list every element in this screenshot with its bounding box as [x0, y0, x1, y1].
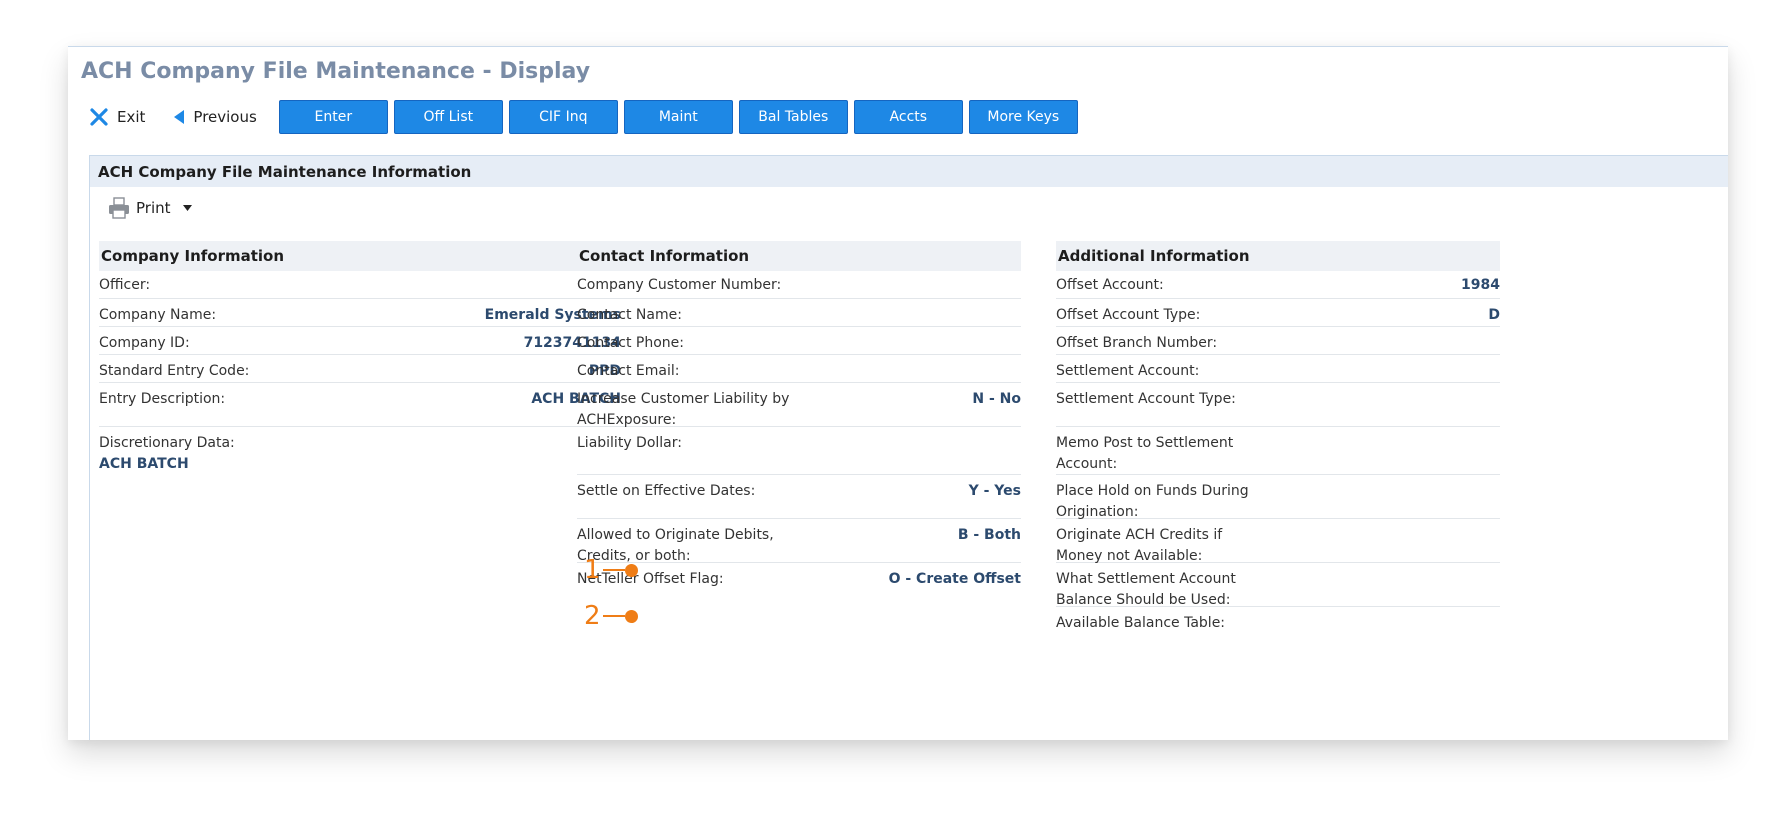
field-value: ACH BATCH: [531, 391, 621, 407]
contact-name-row: Contact Name:: [577, 299, 1021, 327]
settlement-balance-row: What Settlement Account Balance Should b…: [1056, 563, 1500, 608]
field-label: Memo Post to Settlement Account:: [1056, 435, 1234, 472]
maint-button[interactable]: Maint: [623, 100, 733, 134]
additional-info-section: Additional Information Offset Account: 1…: [1056, 241, 1500, 639]
field-label: Liability Dollar:: [577, 435, 682, 451]
field-label: NetTeller Offset Flag:: [577, 571, 724, 587]
available-balance-table-row: Available Balance Table:: [1056, 607, 1500, 639]
settle-effective-row: Settle on Effective Dates: Y - Yes: [577, 475, 1021, 519]
field-label: Settle on Effective Dates:: [577, 483, 756, 499]
enter-button[interactable]: Enter: [278, 100, 388, 134]
field-value: ACH BATCH: [99, 456, 189, 472]
officer-row: Officer:: [99, 271, 621, 299]
field-label: Settlement Account Type:: [1056, 391, 1236, 407]
callout-2: 2: [584, 603, 638, 629]
field-value: Y - Yes: [968, 483, 1021, 499]
company-info-section: Company Information Officer: Company Nam…: [99, 241, 621, 477]
print-label: Print: [136, 199, 171, 217]
info-panel: ACH Company File Maintenance Information…: [89, 155, 1728, 740]
exit-button[interactable]: Exit: [89, 107, 145, 127]
callout-1: 1: [584, 557, 638, 583]
callout-number: 1: [584, 555, 601, 585]
chevron-down-icon[interactable]: [182, 205, 192, 211]
previous-label: Previous: [193, 108, 257, 126]
cif-inq-button[interactable]: CIF Inq: [508, 100, 618, 134]
field-label: Standard Entry Code:: [99, 363, 250, 379]
entry-description-row: Entry Description: ACH BATCH: [99, 383, 621, 427]
field-value: Emerald Systems: [484, 307, 621, 323]
callout-number: 2: [584, 601, 601, 631]
settlement-account-row: Settlement Account:: [1056, 355, 1500, 383]
callout-dot: [624, 563, 638, 577]
off-list-button[interactable]: Off List: [393, 100, 503, 134]
offset-account-type-row: Offset Account Type: D: [1056, 299, 1500, 327]
section-heading: Company Information: [99, 241, 621, 271]
field-label: Offset Account:: [1056, 277, 1164, 293]
field-label: Allowed to Originate Debits, Credits, or…: [577, 527, 774, 564]
field-value: D: [1488, 307, 1500, 323]
field-label: Contact Name:: [577, 307, 682, 323]
field-label: Increase Customer Liability by ACHExposu…: [577, 391, 790, 428]
contact-phone-row: Contact Phone:: [577, 327, 1021, 355]
field-value: 1984: [1461, 277, 1500, 293]
hold-funds-row: Place Hold on Funds During Origination:: [1056, 475, 1500, 520]
field-value: N - No: [972, 391, 1021, 407]
contact-email-row: Contact Email:: [577, 355, 1021, 383]
discretionary-data-row: Discretionary Data: ACH BATCH: [99, 427, 621, 477]
settlement-account-type-row: Settlement Account Type:: [1056, 383, 1500, 427]
increase-liability-row: Increase Customer Liability by ACHExposu…: [577, 383, 1021, 428]
field-label: Available Balance Table:: [1056, 615, 1226, 631]
field-label: Entry Description:: [99, 391, 226, 407]
originate-debits-credits-row: Allowed to Originate Debits, Credits, or…: [577, 519, 1021, 564]
field-label: Company Name:: [99, 307, 217, 323]
section-heading: Contact Information: [577, 241, 1021, 271]
callout-leader-line: [602, 569, 625, 571]
callout-dot: [624, 609, 638, 623]
field-label: Offset Account Type:: [1056, 307, 1201, 323]
entry-code-row: Standard Entry Code: PPD: [99, 355, 621, 383]
field-label: Place Hold on Funds During Origination:: [1056, 483, 1249, 520]
customer-number-row: Company Customer Number:: [577, 271, 1021, 299]
field-label: Officer:: [99, 277, 151, 293]
field-value: PPD: [588, 363, 621, 379]
toolbar: Exit Previous Enter Off List CIF Inq Mai…: [81, 100, 1084, 134]
panel-title: ACH Company File Maintenance Information: [90, 155, 1728, 187]
print-button[interactable]: Print: [108, 197, 192, 219]
originate-credits-row: Originate ACH Credits if Money not Avail…: [1056, 519, 1500, 564]
top-divider: [68, 46, 1728, 47]
page-title: ACH Company File Maintenance - Display: [81, 59, 591, 84]
field-value: B - Both: [957, 527, 1021, 543]
app-window: ACH Company File Maintenance - Display E…: [68, 46, 1728, 740]
exit-label: Exit: [117, 108, 146, 126]
field-label: Contact Email:: [577, 363, 680, 379]
accts-button[interactable]: Accts: [853, 100, 963, 134]
netteller-offset-row: NetTeller Offset Flag: O - Create Offset: [577, 563, 1021, 603]
field-label: Originate ACH Credits if Money not Avail…: [1056, 527, 1223, 564]
field-label: Settlement Account:: [1056, 363, 1200, 379]
back-arrow-icon: [173, 109, 185, 125]
memo-post-row: Memo Post to Settlement Account:: [1056, 427, 1500, 475]
offset-branch-row: Offset Branch Number:: [1056, 327, 1500, 355]
company-id-row: Company ID: 7123741134: [99, 327, 621, 355]
section-heading: Additional Information: [1056, 241, 1500, 271]
field-label: Company Customer Number:: [577, 277, 782, 293]
field-label: What Settlement Account Balance Should b…: [1056, 571, 1236, 608]
callout-leader-line: [602, 615, 625, 617]
field-label: Offset Branch Number:: [1056, 335, 1218, 351]
liability-dollar-row: Liability Dollar:: [577, 427, 1021, 475]
company-name-row: Company Name: Emerald Systems: [99, 299, 621, 327]
printer-icon: [108, 197, 130, 219]
offset-account-row: Offset Account: 1984: [1056, 271, 1500, 299]
previous-button[interactable]: Previous: [173, 108, 257, 126]
field-value: 7123741134: [523, 335, 621, 351]
contact-info-section: Contact Information Company Customer Num…: [577, 241, 1021, 603]
more-keys-button[interactable]: More Keys: [968, 100, 1078, 134]
close-icon: [89, 107, 109, 127]
field-label: Company ID:: [99, 335, 190, 351]
bal-tables-button[interactable]: Bal Tables: [738, 100, 848, 134]
field-label: Discretionary Data:: [99, 435, 235, 451]
field-value: O - Create Offset: [888, 571, 1021, 587]
field-label: Contact Phone:: [577, 335, 685, 351]
